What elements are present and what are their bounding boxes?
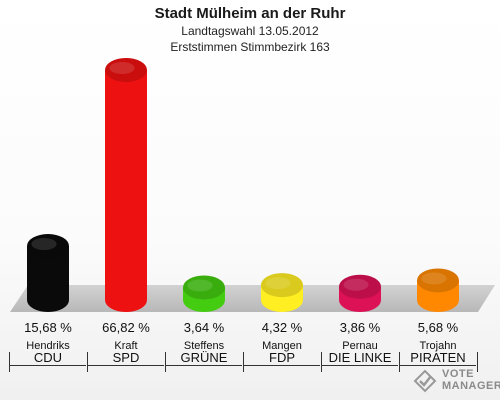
ballot-check-icon — [413, 369, 437, 393]
candidate-label-piraten: Trojahn — [419, 340, 457, 352]
chart-subtitle-district: Erststimmen Stimmbezirk 163 — [170, 40, 330, 54]
bar-piraten — [417, 268, 459, 312]
value-label-piraten: 5,68 % — [417, 320, 459, 335]
axis-separator-tick — [321, 352, 322, 372]
watermark-line1: VOTE — [442, 368, 474, 380]
axis-separator-tick — [243, 352, 244, 372]
party-label-spd: SPD — [88, 350, 164, 366]
candidate-label-fdp: Mangen — [262, 340, 302, 352]
value-label-spd: 66,82 % — [102, 320, 150, 335]
bar-cdu — [27, 234, 69, 312]
vote-manager-logo: VOTE MANAGER — [412, 368, 500, 394]
axis-separator-tick — [477, 352, 478, 372]
chart-subtitle-election: Landtagswahl 13.05.2012 — [181, 24, 319, 38]
bar-gr-ne — [183, 275, 225, 312]
party-label-fdp: FDP — [244, 350, 320, 366]
candidate-label-die-linke: Pernau — [342, 340, 378, 352]
axis-separator-tick — [165, 352, 166, 372]
bar-fdp — [261, 273, 303, 312]
candidate-label-cdu: Hendriks — [26, 340, 70, 352]
bar-die-linke — [339, 274, 381, 312]
value-label-fdp: 4,32 % — [261, 320, 303, 335]
value-label-gr-ne: 3,64 % — [183, 320, 225, 335]
candidate-label-spd: Kraft — [114, 340, 138, 352]
axis-separator-tick — [9, 352, 10, 372]
watermark-line2: MANAGER — [442, 380, 500, 392]
axis-separator-tick — [399, 352, 400, 372]
party-label-die-linke: DIE LINKE — [322, 350, 398, 366]
value-label-die-linke: 3,86 % — [339, 320, 381, 335]
value-label-cdu: 15,68 % — [24, 320, 72, 335]
bar-spd — [105, 58, 147, 312]
candidate-label-gr-ne: Steffens — [183, 340, 225, 352]
party-label-gr-ne: GRÜNE — [166, 350, 242, 366]
party-label-piraten: PIRATEN — [400, 350, 476, 366]
party-label-cdu: CDU — [10, 350, 86, 366]
axis-separator-tick — [87, 352, 88, 372]
chart-title: Stadt Mülheim an der Ruhr — [154, 5, 346, 22]
